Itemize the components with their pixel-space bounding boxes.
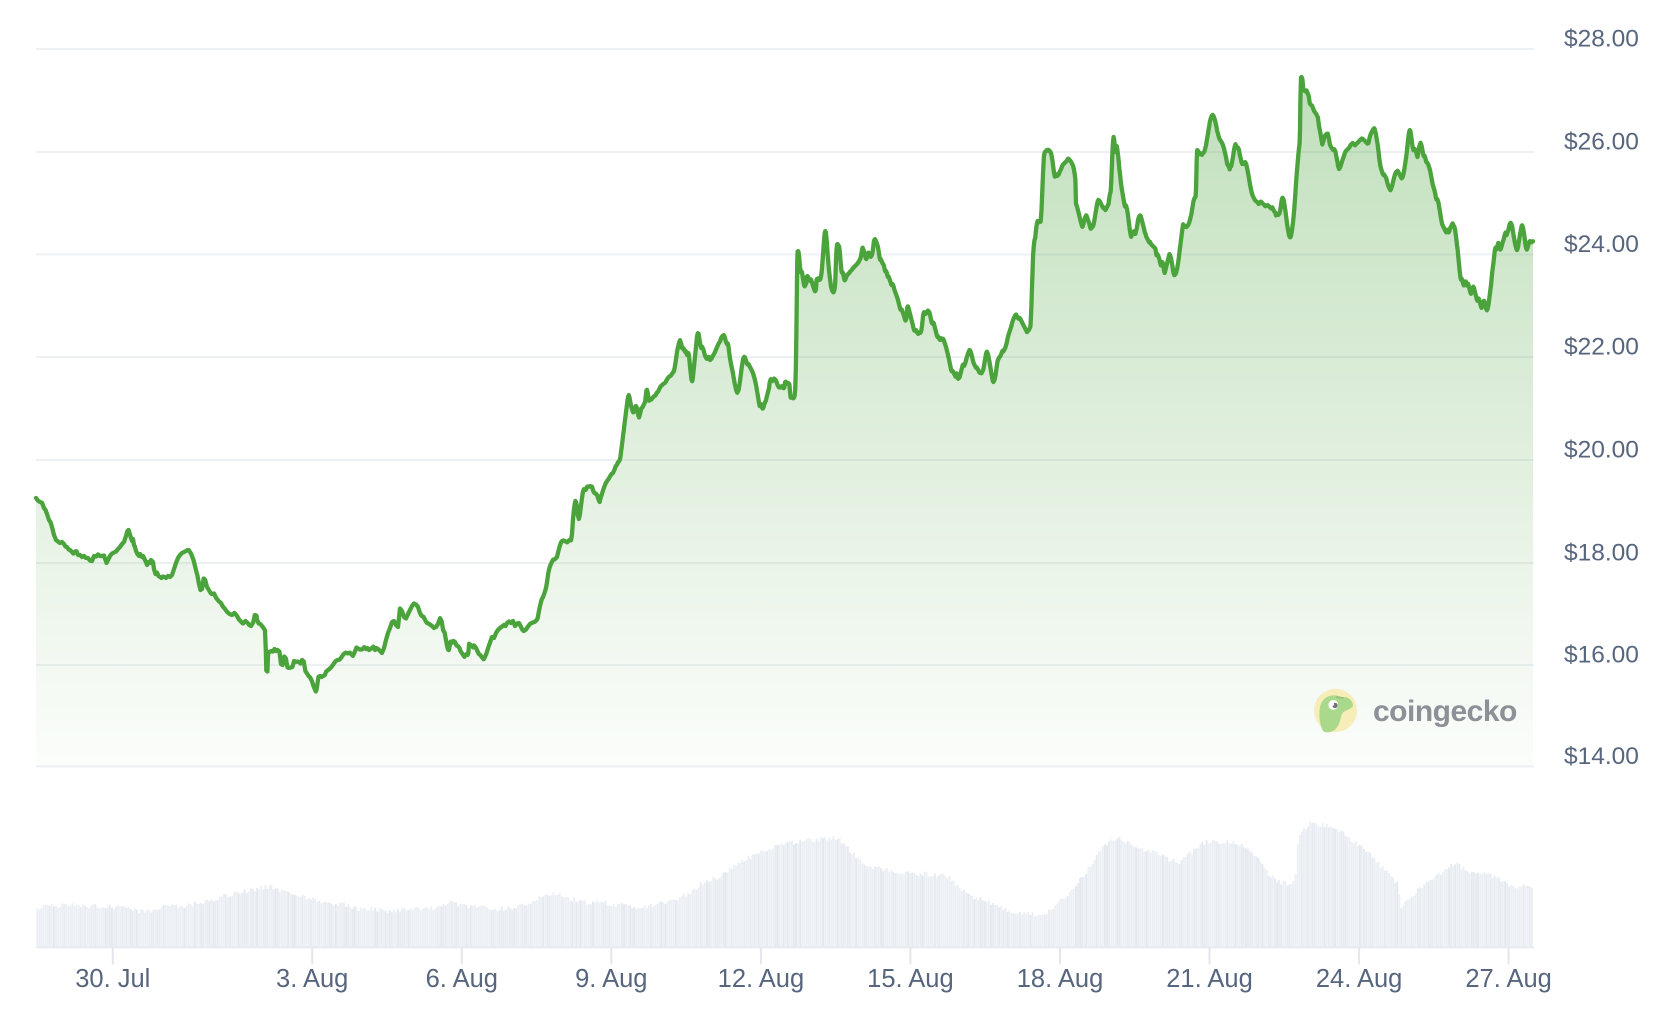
svg-text:$14.00: $14.00 <box>1564 743 1639 770</box>
svg-text:$24.00: $24.00 <box>1564 231 1639 258</box>
svg-text:24. Aug: 24. Aug <box>1316 965 1403 993</box>
svg-text:27. Aug: 27. Aug <box>1465 965 1552 993</box>
svg-text:$26.00: $26.00 <box>1564 129 1639 156</box>
svg-text:12. Aug: 12. Aug <box>718 965 805 993</box>
svg-text:21. Aug: 21. Aug <box>1166 965 1253 993</box>
svg-text:15. Aug: 15. Aug <box>867 965 954 993</box>
svg-text:3. Aug: 3. Aug <box>276 965 348 993</box>
svg-text:$18.00: $18.00 <box>1564 540 1639 567</box>
svg-text:18. Aug: 18. Aug <box>1017 965 1104 993</box>
svg-text:$28.00: $28.00 <box>1564 26 1639 53</box>
svg-text:30. Jul: 30. Jul <box>75 965 150 993</box>
svg-text:$22.00: $22.00 <box>1564 334 1639 361</box>
svg-text:6. Aug: 6. Aug <box>426 965 498 993</box>
svg-text:$16.00: $16.00 <box>1564 642 1639 669</box>
svg-text:coingecko: coingecko <box>1373 695 1517 728</box>
svg-text:$20.00: $20.00 <box>1564 437 1639 464</box>
svg-text:9. Aug: 9. Aug <box>575 965 647 993</box>
